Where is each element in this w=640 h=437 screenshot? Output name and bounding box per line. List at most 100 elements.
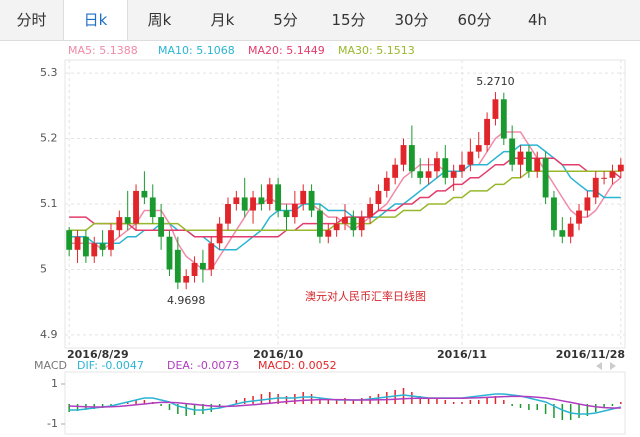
candle-body <box>542 158 549 198</box>
candle-body <box>158 217 165 237</box>
candle-body <box>392 164 399 178</box>
candle-body <box>166 236 173 270</box>
high-label: 5.2710 <box>476 75 515 88</box>
candle-body <box>333 223 340 231</box>
legend-entry: DEA: -0.0073 <box>167 359 239 372</box>
macd-frame <box>64 371 626 435</box>
candle-body <box>509 138 516 165</box>
y-tick-label: 1 <box>51 377 58 390</box>
y-tick-label: 5.3 <box>40 66 58 79</box>
candle-body <box>400 145 407 165</box>
period-tab[interactable]: 5分 <box>273 11 298 29</box>
candle-body <box>124 217 131 224</box>
candle-body <box>601 177 608 179</box>
candle-body <box>459 164 465 172</box>
candle-body <box>325 230 332 237</box>
candle-body <box>475 145 482 152</box>
candle-body <box>525 151 532 172</box>
period-tab[interactable]: 4h <box>527 11 548 29</box>
candle-body <box>317 210 323 237</box>
candle-body <box>116 217 123 231</box>
period-tab[interactable]: 周k <box>147 11 172 29</box>
candle-body <box>99 243 106 250</box>
candle-body <box>559 230 566 237</box>
candle-body <box>275 184 282 211</box>
y-tick-label: 5 <box>40 262 47 275</box>
candle-body <box>266 184 273 204</box>
candle-body <box>308 190 315 211</box>
period-tab[interactable]: 分时 <box>16 11 47 29</box>
low-label: 4.9698 <box>167 294 206 307</box>
candle-body <box>199 262 206 270</box>
candle-body <box>174 249 181 283</box>
y-tick-label: -1 <box>47 417 58 430</box>
candle-body <box>367 204 373 218</box>
legend-entry: MA20: 5.1449 <box>248 44 325 57</box>
candle-body <box>208 243 215 270</box>
candle-body <box>534 158 541 172</box>
y-tick-label: 4.9 <box>40 328 58 341</box>
scroll-left[interactable] <box>596 362 602 370</box>
period-tab[interactable]: 日k <box>63 0 128 40</box>
candle-body <box>450 171 457 178</box>
legend-entry: DIF: -0.0047 <box>77 359 144 372</box>
period-tab[interactable]: 60分 <box>457 11 492 29</box>
candle-body <box>358 217 365 231</box>
legend-entry: MA10: 5.1068 <box>158 44 235 57</box>
candle-body <box>551 197 557 231</box>
candle-body <box>567 223 574 237</box>
candle-body <box>233 197 240 204</box>
candle-body <box>66 230 73 250</box>
candle-body <box>258 197 265 204</box>
candle-body <box>149 197 156 218</box>
x-tick-label: 2016/8/29 <box>67 348 129 361</box>
candle-body <box>141 190 148 198</box>
candle-body <box>592 177 599 198</box>
candle-body <box>225 204 231 224</box>
candle-body <box>350 217 357 231</box>
candle-body <box>291 204 298 218</box>
macd-label: MACD <box>34 359 67 372</box>
candle-body <box>383 177 390 191</box>
x-tick-label: 2016/10 <box>253 348 303 361</box>
candle-body <box>517 151 524 165</box>
candle-body <box>442 158 449 178</box>
candle-body <box>467 151 474 165</box>
candle-body <box>609 171 616 178</box>
candle-body <box>241 197 248 211</box>
candle-body <box>191 262 198 276</box>
candle-body <box>74 236 81 250</box>
y-tick-label: 5.1 <box>40 197 58 210</box>
scroll-right[interactable] <box>610 362 616 370</box>
legend-entry: MA5: 5.1388 <box>68 44 138 57</box>
y-tick-label: 5.2 <box>40 132 58 145</box>
period-tab[interactable]: 30分 <box>394 11 429 29</box>
legend-entry: MACD: 0.0052 <box>258 359 337 372</box>
candle-body <box>133 190 139 224</box>
period-tab[interactable]: 15分 <box>331 11 366 29</box>
candle-body <box>492 99 499 119</box>
legend-entry: MA30: 5.1513 <box>338 44 415 57</box>
candle-body <box>584 197 591 211</box>
candle-body <box>300 190 307 204</box>
candle-body <box>216 223 223 244</box>
candle-body <box>91 243 98 257</box>
chart-title: 澳元对人民币汇率日线图 <box>305 289 426 303</box>
candle-body <box>417 171 424 178</box>
candle-body <box>375 190 382 204</box>
candle-body <box>82 236 89 257</box>
candle-body <box>108 230 114 250</box>
candle-body <box>576 210 582 224</box>
candle-body <box>434 158 440 172</box>
candle-body <box>183 276 190 283</box>
candle-body <box>342 217 348 224</box>
period-tab[interactable]: 月k <box>210 11 235 29</box>
candle-body <box>500 99 507 139</box>
candle-body <box>484 118 491 146</box>
candle-body <box>283 210 290 218</box>
x-tick-label: 2016/11/28 <box>556 348 625 361</box>
macd-line <box>69 395 621 409</box>
x-tick-label: 2016/11 <box>437 348 487 361</box>
